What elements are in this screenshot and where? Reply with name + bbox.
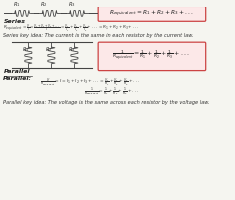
Text: $R_3$: $R_3$ bbox=[68, 45, 75, 54]
Text: $R_2$: $R_2$ bbox=[45, 45, 52, 54]
Text: $\frac{1}{R_{equivalent}} = \frac{1}{R_1} + \frac{1}{R_2} + \frac{1}{R_3} + ...$: $\frac{1}{R_{equivalent}} = \frac{1}{R_1… bbox=[84, 87, 140, 98]
FancyBboxPatch shape bbox=[98, 6, 206, 21]
Text: $\frac{V}{R_{equivalent}} = I = I_1 + I_2 + I_3 + ... = \frac{V_1}{R_1} + \frac{: $\frac{V}{R_{equivalent}} = I = I_1 + I_… bbox=[40, 76, 140, 88]
FancyBboxPatch shape bbox=[98, 42, 206, 71]
Text: $\frac{1}{R_{equivalent}} = \frac{1}{R_1} + \frac{1}{R_2} + \frac{1}{R_3} + ...$: $\frac{1}{R_{equivalent}} = \frac{1}{R_1… bbox=[112, 49, 191, 63]
Text: Parallel: Parallel bbox=[4, 69, 30, 74]
Text: $R_3$: $R_3$ bbox=[68, 1, 76, 9]
Text: Series: Series bbox=[4, 19, 26, 24]
Text: $R_1$: $R_1$ bbox=[13, 1, 21, 9]
Text: $R_2$: $R_2$ bbox=[40, 1, 48, 9]
Text: $R_{equivalent} = \frac{V}{I} = \frac{V_1+V_2+V_3+...}{I} = \frac{V_1}{I_1} + \f: $R_{equivalent} = \frac{V}{I} = \frac{V_… bbox=[3, 23, 139, 35]
Text: Series key idea: The current is the same in each resistor by the current law.: Series key idea: The current is the same… bbox=[3, 33, 193, 38]
Text: Parallel key idea: The voltage is the same across each resistor by the voltage l: Parallel key idea: The voltage is the sa… bbox=[3, 100, 209, 105]
Text: $R_{equivalent} = R_1 + R_2 + R_3 + ...$: $R_{equivalent} = R_1 + R_2 + R_3 + ...$ bbox=[109, 9, 194, 19]
Text: Parallel:: Parallel: bbox=[3, 76, 32, 81]
Text: $R_1$: $R_1$ bbox=[22, 45, 29, 54]
